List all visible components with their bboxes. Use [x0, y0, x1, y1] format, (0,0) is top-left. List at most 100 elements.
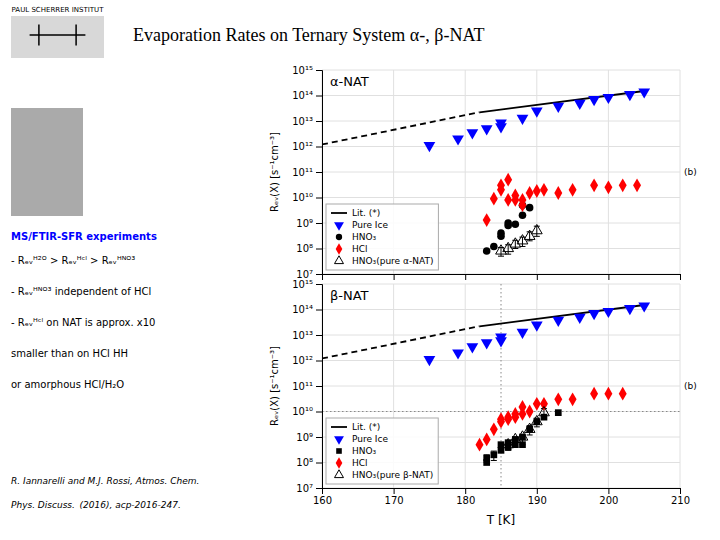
page-annotation: PAUL SCHERRER INSTITUT	[12, 6, 105, 14]
axis-line	[323, 275, 681, 281]
x-axis-title: T [K]	[486, 513, 515, 527]
legend-item: HNO₃	[336, 446, 376, 456]
tick-mark	[316, 274, 322, 275]
axis-line	[323, 489, 681, 495]
point	[554, 186, 562, 200]
tick-mark	[316, 96, 322, 97]
legend-swatch	[336, 243, 343, 255]
point	[524, 230, 535, 239]
legend-item: HCl	[336, 457, 368, 469]
legend-box	[326, 418, 438, 484]
legend-swatch	[331, 426, 347, 428]
plot-area	[322, 88, 650, 256]
tick-mark	[316, 437, 322, 438]
point	[511, 410, 519, 424]
point	[511, 189, 519, 203]
point	[424, 142, 436, 152]
legend: Lit. (*)Pure IceHNO₃HClHNO₃(pure α-NAT)	[326, 204, 438, 270]
legend-item: Pure Ice	[334, 434, 388, 445]
point	[504, 410, 512, 424]
point	[483, 213, 491, 227]
x-axis: 160170180190200210	[313, 488, 690, 506]
point	[512, 220, 520, 228]
point	[504, 173, 512, 187]
reference-line-horizontal	[322, 411, 680, 412]
tick	[394, 274, 395, 280]
legend-swatch	[334, 222, 344, 231]
logo-stroke	[75, 24, 77, 45]
tick: 190	[528, 488, 547, 506]
point	[466, 129, 478, 139]
tick-label: 10¹⁰	[292, 406, 313, 417]
legend-label: HNO₃	[352, 446, 377, 456]
point	[588, 310, 600, 320]
tick: 10⁸	[296, 243, 322, 254]
legend-swatch	[336, 457, 343, 469]
legend-swatch	[331, 212, 347, 214]
point	[604, 387, 612, 401]
point	[504, 219, 512, 227]
point	[519, 212, 527, 220]
page-annotation: MS/FTIR-SFR experiments	[11, 231, 157, 242]
page-annotation: R. Iannarelli and M.J. Rossi, Atmos. Che…	[11, 476, 199, 486]
tick: 10¹¹	[292, 167, 322, 178]
point	[490, 243, 498, 251]
tick-mark	[316, 412, 322, 413]
point	[555, 409, 562, 416]
tick: 200	[599, 488, 618, 506]
page-annotation: - Rₑᵥᴴᴺᴼ³ independent of HCl	[11, 286, 151, 297]
tick: 10⁸	[296, 457, 322, 468]
point	[574, 100, 586, 110]
point	[531, 415, 542, 424]
tick: 180	[456, 488, 475, 506]
legend-label: HNO₃	[352, 232, 377, 242]
tick-label: 170	[385, 495, 404, 506]
reference-line-vertical	[501, 284, 502, 488]
tick: 210	[671, 488, 690, 506]
point	[496, 245, 507, 254]
tick-label: 210	[671, 495, 690, 506]
error-bar-cap-low	[498, 256, 504, 257]
point	[531, 321, 543, 331]
error-bar-cap-low	[527, 434, 533, 435]
legend-label: Lit. (*)	[352, 208, 380, 218]
logo-stroke	[30, 34, 86, 36]
logo-box	[11, 16, 104, 58]
point	[526, 186, 534, 200]
point	[569, 183, 577, 197]
tick-mark	[608, 274, 609, 280]
axis-line	[316, 71, 323, 275]
grid-line-y	[322, 172, 680, 173]
legend-item: HNO₃	[336, 232, 377, 242]
legend-item: Pure Ice	[334, 220, 388, 231]
tick-mark	[316, 249, 322, 250]
legend-item: Lit. (*)	[331, 422, 380, 432]
point	[619, 178, 627, 192]
point	[424, 356, 436, 366]
point	[481, 339, 493, 349]
point	[510, 433, 521, 442]
line-series	[480, 305, 645, 326]
tick: 10⁹	[296, 432, 322, 443]
tick-label: 10¹⁵	[292, 65, 313, 76]
tick-label: 10¹¹	[292, 381, 313, 392]
point	[526, 204, 534, 212]
tick: 10⁹	[296, 218, 322, 229]
tick-mark	[316, 121, 322, 122]
point	[497, 229, 505, 237]
tick-label: 10¹²	[292, 355, 313, 366]
scatter-series	[424, 302, 651, 366]
legend-label: HNO₃(pure α-NAT)	[352, 256, 433, 266]
point	[490, 451, 497, 458]
tick: 10¹³	[292, 116, 322, 127]
error-bar	[491, 451, 497, 460]
point	[540, 397, 548, 411]
tick	[465, 274, 466, 280]
tick-label: 10¹⁰	[292, 192, 313, 203]
tick-mark	[465, 488, 466, 494]
point	[569, 392, 577, 406]
legend-item: HNO₃(pure β-NAT)	[335, 470, 434, 480]
tick-label: 10⁷	[296, 483, 313, 494]
tick	[608, 274, 609, 280]
point	[533, 184, 541, 198]
